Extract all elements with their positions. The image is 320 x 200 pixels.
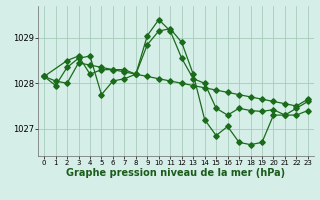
X-axis label: Graphe pression niveau de la mer (hPa): Graphe pression niveau de la mer (hPa) — [67, 168, 285, 178]
